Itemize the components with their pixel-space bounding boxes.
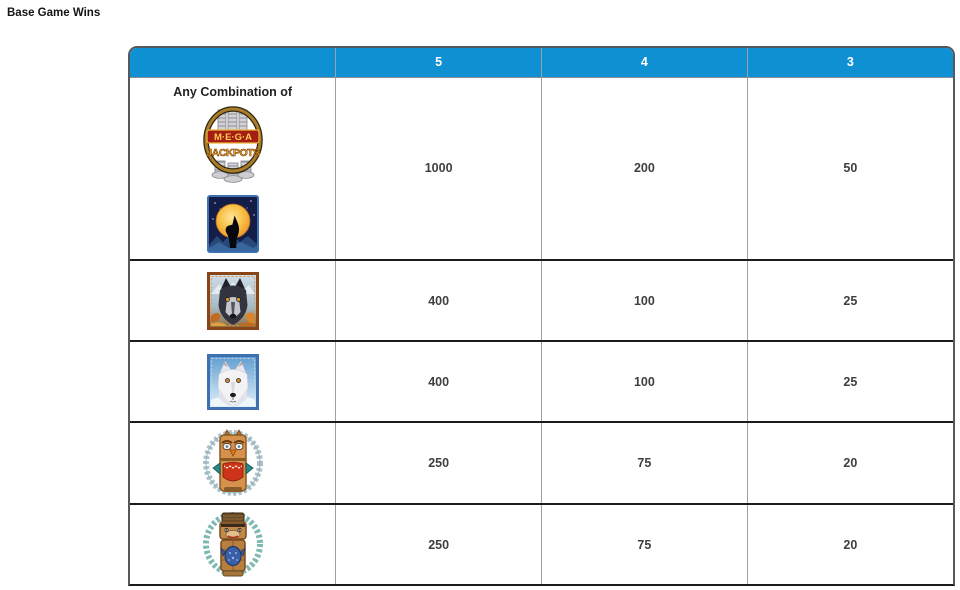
payout-totem-bear-3: 20 bbox=[746, 503, 953, 584]
payout-totem-bear-5: 250 bbox=[335, 503, 542, 584]
symbol-cell-totem-owl bbox=[130, 421, 336, 504]
totem-bear-symbol-icon bbox=[202, 512, 263, 577]
payout-grey-wolf-5: 400 bbox=[335, 259, 542, 341]
payout-totem-bear-4: 75 bbox=[541, 503, 748, 584]
symbol-cell-grey-wolf bbox=[130, 259, 336, 341]
payout-grey-wolf-4: 100 bbox=[541, 259, 748, 341]
paytable-row-white-wolf: 400 100 25 bbox=[130, 340, 953, 422]
payout-combo-4: 200 bbox=[541, 77, 748, 260]
page-title: Base Game Wins bbox=[7, 7, 101, 19]
payout-white-wolf-5: 400 bbox=[335, 340, 542, 422]
header-count-4: 4 bbox=[541, 48, 748, 78]
paytable-row-combo: Any Combination of bbox=[130, 77, 953, 260]
megajackpots-symbol-icon: M·E·G·A JACKPOTS bbox=[202, 106, 263, 184]
symbol-cell-totem-bear bbox=[130, 503, 336, 584]
paytable-header-row: 5 4 3 bbox=[130, 48, 953, 78]
payout-white-wolf-3: 25 bbox=[746, 340, 953, 422]
paytable-row-grey-wolf: 400 100 25 bbox=[130, 259, 953, 341]
grey-wolf-symbol-icon bbox=[206, 271, 259, 330]
paytable-row-totem-bear: 250 75 20 bbox=[130, 503, 953, 584]
totem-owl-symbol-icon bbox=[202, 429, 263, 496]
megajackpots-word-top: M·E·G·A bbox=[214, 132, 252, 143]
payout-combo-3: 50 bbox=[746, 77, 953, 260]
combo-label: Any Combination of bbox=[173, 85, 292, 100]
symbol-cell-white-wolf bbox=[130, 340, 336, 422]
megajackpots-word-bottom: JACKPOTS bbox=[206, 147, 260, 159]
header-count-3: 3 bbox=[746, 48, 953, 78]
payout-totem-owl-3: 20 bbox=[746, 421, 953, 504]
symbol-cell-combo: Any Combination of bbox=[130, 77, 336, 260]
header-count-5: 5 bbox=[335, 48, 542, 78]
paytable-row-totem-owl: 250 75 20 bbox=[130, 421, 953, 504]
paytable: 5 4 3 Any Combination of bbox=[128, 46, 955, 586]
header-symbol-column bbox=[130, 48, 336, 78]
howling-wolf-moon-symbol-icon bbox=[206, 195, 259, 254]
payout-white-wolf-4: 100 bbox=[541, 340, 748, 422]
white-wolf-symbol-icon bbox=[206, 353, 259, 410]
payout-totem-owl-4: 75 bbox=[541, 421, 748, 504]
payout-combo-5: 1000 bbox=[335, 77, 542, 260]
payout-grey-wolf-3: 25 bbox=[746, 259, 953, 341]
paytable-table: 5 4 3 Any Combination of bbox=[130, 48, 953, 584]
payout-totem-owl-5: 250 bbox=[335, 421, 542, 504]
